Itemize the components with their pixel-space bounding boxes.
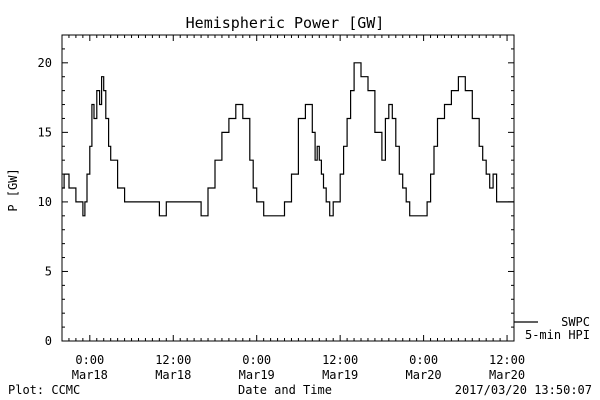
y-axis-ticks: 0 5 10 15 20 bbox=[38, 34, 514, 348]
x-tick-label-time: 12:00 bbox=[322, 353, 358, 367]
footer-plot-credit: Plot: CCMC bbox=[8, 383, 80, 397]
footer-timestamp: 2017/03/20 13:50:07 bbox=[455, 383, 592, 397]
y-tick-label: 15 bbox=[38, 125, 52, 139]
x-tick-label-date: Mar19 bbox=[322, 368, 358, 382]
x-tick-label-date: Mar20 bbox=[406, 368, 442, 382]
y-tick-label: 20 bbox=[38, 56, 52, 70]
x-tick-label-time: 0:00 bbox=[409, 353, 438, 367]
x-tick-label-date: Mar19 bbox=[239, 368, 275, 382]
series-line-swpc bbox=[62, 62, 514, 217]
x-tick-label-time: 0:00 bbox=[75, 353, 104, 367]
footer-x-axis-label: Date and Time bbox=[238, 383, 332, 397]
legend-label-hpi: 5-min HPI bbox=[525, 328, 590, 342]
series-layer bbox=[62, 62, 514, 217]
y-axis-label: P [GW] bbox=[6, 168, 20, 211]
x-tick-label-date: Mar18 bbox=[155, 368, 191, 382]
x-tick-label-date: Mar18 bbox=[72, 368, 108, 382]
x-axis-ticks: 0:00Mar1812:00Mar180:00Mar1912:00Mar190:… bbox=[61, 35, 525, 382]
y-tick-label: 10 bbox=[38, 195, 52, 209]
x-tick-label-time: 0:00 bbox=[242, 353, 271, 367]
x-tick-label-time: 12:00 bbox=[155, 353, 191, 367]
chart-title: Hemispheric Power [GW] bbox=[186, 14, 385, 32]
x-tick-label-time: 12:00 bbox=[489, 353, 525, 367]
x-tick-label-date: Mar20 bbox=[489, 368, 525, 382]
plot-frame bbox=[61, 34, 515, 342]
y-tick-label: 5 bbox=[45, 264, 52, 278]
y-tick-label: 0 bbox=[45, 334, 52, 348]
legend-label-swpc: SWPC bbox=[561, 315, 590, 329]
